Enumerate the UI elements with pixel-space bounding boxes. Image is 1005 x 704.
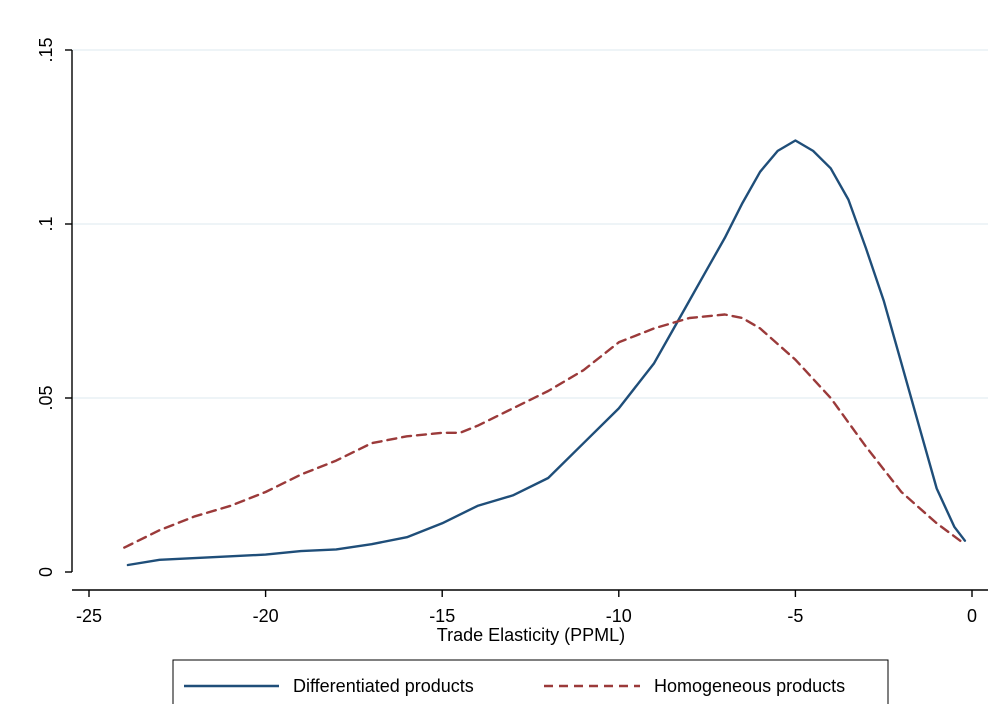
legend-box <box>172 659 889 704</box>
y-axis-ticks: 0 .05 .1 .15 <box>36 37 72 577</box>
y-tick-label: .1 <box>36 216 56 231</box>
x-tick-label: -25 <box>76 606 102 626</box>
legend-label-differentiated: Differentiated products <box>293 676 474 696</box>
x-tick-label: -10 <box>606 606 632 626</box>
x-axis-ticks: -25 -20 -15 -10 -5 0 <box>76 590 977 626</box>
x-tick-label: -5 <box>787 606 803 626</box>
y-tick-label: .15 <box>36 37 56 62</box>
series-group <box>123 139 967 567</box>
legend: Differentiated products Homogeneous produ… <box>172 659 889 704</box>
legend-label-homogeneous: Homogeneous products <box>654 676 845 696</box>
y-tick-label: 0 <box>36 567 56 577</box>
series-line-homogeneous <box>123 313 967 549</box>
x-tick-label: -20 <box>253 606 279 626</box>
x-axis-label: Trade Elasticity (PPML) <box>437 625 625 645</box>
gridlines <box>72 49 988 399</box>
x-tick-label: -15 <box>429 606 455 626</box>
series-line-differentiated <box>126 139 967 567</box>
y-tick-label: .05 <box>36 385 56 410</box>
x-tick-label: 0 <box>967 606 977 626</box>
